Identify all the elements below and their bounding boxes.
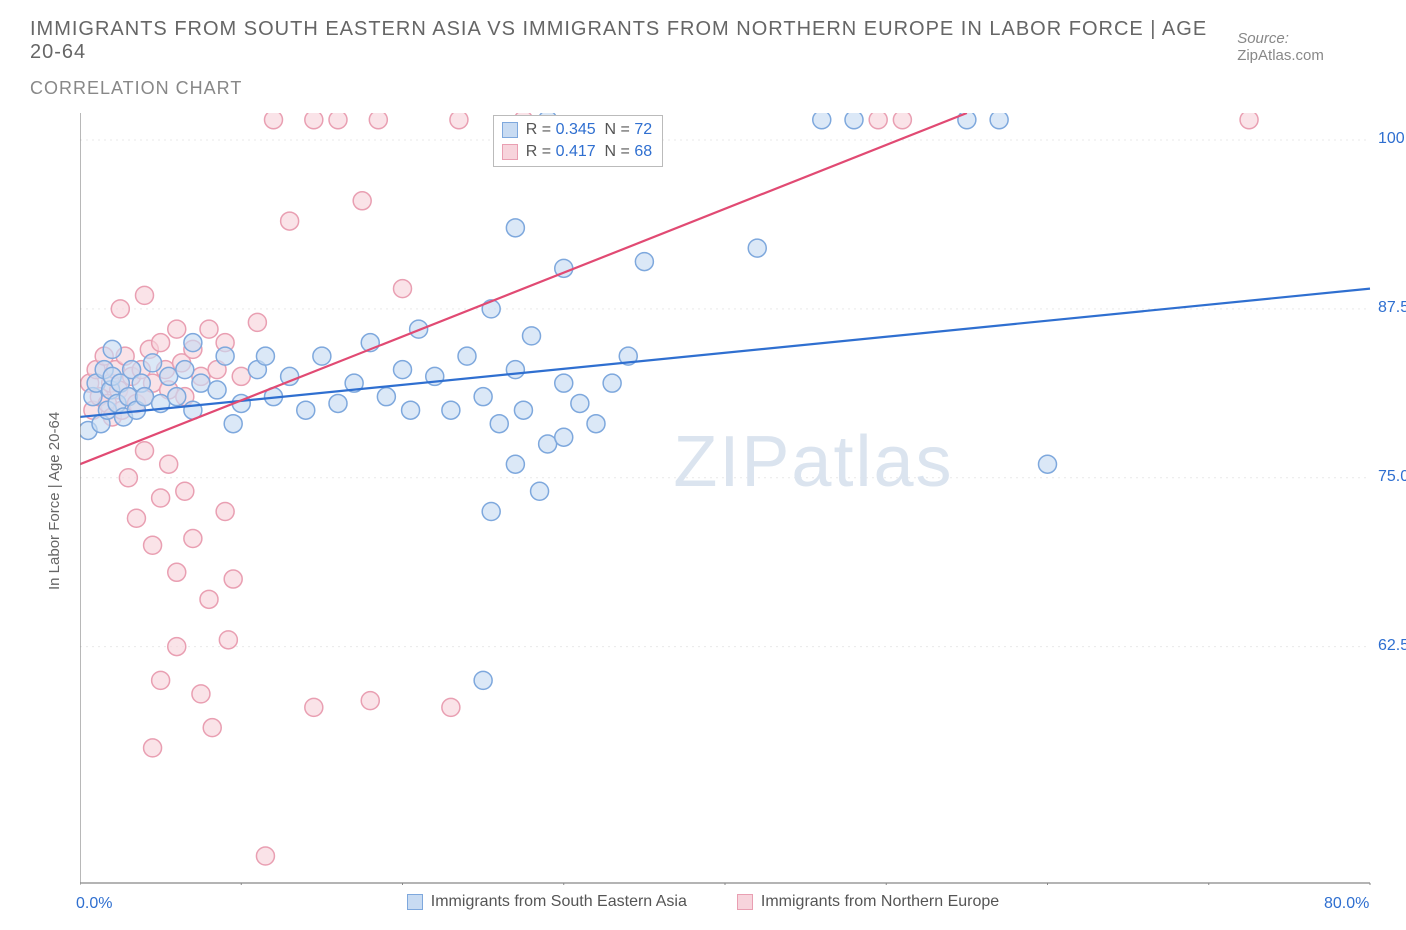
chart-title: IMMIGRANTS FROM SOUTH EASTERN ASIA VS IM… <box>30 18 1237 64</box>
legend-swatch <box>502 144 518 160</box>
chart-subtitle: CORRELATION CHART <box>30 78 1376 99</box>
source-attribution: Source: ZipAtlas.com <box>1237 30 1376 64</box>
series-legend-item: Immigrants from South Eastern Asia <box>407 893 687 911</box>
correlation-legend: R = 0.345 N = 72R = 0.417 N = 68 <box>493 115 663 167</box>
y-tick-label: 75.0% <box>1378 468 1406 486</box>
series-legend-label: Immigrants from Northern Europe <box>761 893 999 911</box>
legend-swatch <box>737 894 753 910</box>
legend-stat-text: R = 0.345 N = 72 <box>526 119 652 141</box>
header-row: IMMIGRANTS FROM SOUTH EASTERN ASIA VS IM… <box>30 18 1376 64</box>
correlation-legend-row: R = 0.417 N = 68 <box>502 141 652 163</box>
y-tick-label: 62.5% <box>1378 637 1406 655</box>
legend-swatch <box>502 122 518 138</box>
series-legend-label: Immigrants from South Eastern Asia <box>431 893 687 911</box>
legend-stat-text: R = 0.417 N = 68 <box>526 141 652 163</box>
scatter-plot-svg <box>80 113 1406 885</box>
source-prefix: Source: <box>1237 30 1289 47</box>
y-axis-label: In Labor Force | Age 20-64 <box>46 412 63 590</box>
correlation-legend-row: R = 0.345 N = 72 <box>502 119 652 141</box>
chart-area: In Labor Force | Age 20-64 ZIPatlas R = … <box>30 113 1376 885</box>
y-tick-label: 87.5% <box>1378 299 1406 317</box>
chart-container: IMMIGRANTS FROM SOUTH EASTERN ASIA VS IM… <box>0 0 1406 930</box>
legend-swatch <box>407 894 423 910</box>
series-legend: Immigrants from South Eastern Asia Immigr… <box>30 893 1376 911</box>
y-tick-label: 100.0% <box>1378 130 1406 148</box>
source-name: ZipAtlas.com <box>1237 47 1324 64</box>
series-legend-item: Immigrants from Northern Europe <box>737 893 999 911</box>
